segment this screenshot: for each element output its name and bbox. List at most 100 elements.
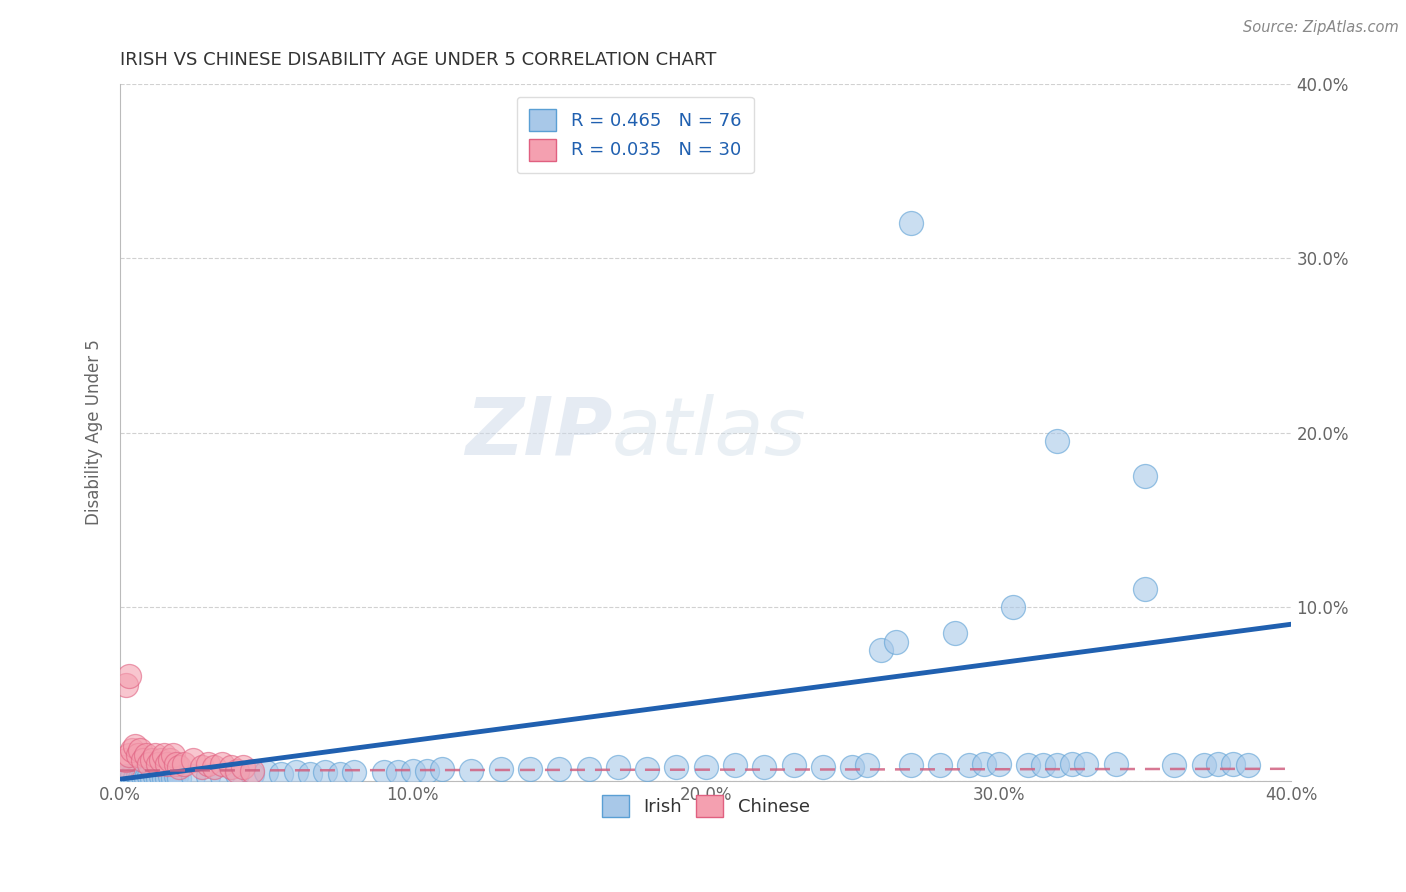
Point [254, 765, 277, 780]
Point [957, 758, 980, 772]
Point [167, 771, 190, 785]
Point [202, 760, 225, 774]
Point [127, 769, 149, 783]
Point [118, 747, 141, 762]
Point [1236, 758, 1258, 772]
Point [197, 769, 219, 783]
Point [149, 769, 172, 783]
Point [156, 771, 179, 785]
Text: Source: ZipAtlas.com: Source: ZipAtlas.com [1243, 20, 1399, 35]
Point [314, 765, 336, 780]
Point [165, 756, 187, 771]
Point [138, 769, 160, 783]
Point [1133, 469, 1156, 483]
Point [240, 767, 263, 781]
Point [219, 760, 242, 774]
Point [162, 747, 184, 762]
Point [1163, 758, 1185, 772]
Point [402, 764, 425, 778]
Point [111, 760, 134, 774]
Point [782, 758, 804, 772]
Point [153, 747, 176, 762]
Point [1017, 758, 1039, 772]
Point [387, 765, 409, 780]
Point [173, 756, 195, 771]
Point [270, 767, 292, 781]
Point [121, 769, 143, 783]
Point [232, 760, 254, 774]
Point [1192, 758, 1215, 772]
Point [1031, 758, 1053, 772]
Point [841, 760, 863, 774]
Point [695, 760, 717, 774]
Point [900, 217, 922, 231]
Point [1046, 758, 1069, 772]
Point [430, 762, 453, 776]
Point [121, 742, 143, 756]
Point [118, 771, 141, 785]
Point [226, 764, 249, 778]
Point [141, 771, 163, 785]
Point [129, 742, 152, 756]
Point [135, 771, 157, 785]
Point [929, 758, 952, 772]
Point [181, 753, 204, 767]
Point [146, 756, 169, 771]
Y-axis label: Disability Age Under 5: Disability Age Under 5 [86, 340, 103, 525]
Point [143, 747, 166, 762]
Point [159, 753, 181, 767]
Text: ZIP: ZIP [464, 393, 612, 472]
Point [149, 753, 172, 767]
Point [299, 767, 322, 781]
Point [900, 758, 922, 772]
Point [884, 634, 907, 648]
Point [118, 669, 141, 683]
Point [141, 753, 163, 767]
Point [329, 767, 352, 781]
Point [987, 756, 1010, 771]
Point [284, 765, 307, 780]
Point [181, 769, 204, 783]
Point [1222, 756, 1244, 771]
Point [724, 758, 747, 772]
Point [973, 756, 995, 771]
Point [165, 769, 187, 783]
Point [138, 756, 160, 771]
Point [1060, 756, 1083, 771]
Point [159, 769, 181, 783]
Point [489, 762, 512, 776]
Point [132, 753, 155, 767]
Point [114, 753, 136, 767]
Point [211, 756, 233, 771]
Point [114, 769, 136, 783]
Point [162, 771, 184, 785]
Point [129, 771, 152, 785]
Point [460, 764, 482, 778]
Point [1076, 756, 1098, 771]
Point [111, 771, 134, 785]
Point [855, 758, 877, 772]
Point [124, 771, 146, 785]
Point [135, 747, 157, 762]
Point [373, 765, 395, 780]
Point [143, 769, 166, 783]
Point [167, 760, 190, 774]
Point [124, 739, 146, 753]
Point [191, 760, 214, 774]
Point [343, 765, 366, 780]
Point [211, 769, 233, 783]
Point [132, 769, 155, 783]
Point [1046, 434, 1069, 449]
Point [519, 762, 541, 776]
Point [1002, 599, 1025, 614]
Text: atlas: atlas [612, 393, 807, 472]
Point [197, 756, 219, 771]
Point [1133, 582, 1156, 597]
Point [127, 747, 149, 762]
Point [156, 756, 179, 771]
Point [606, 760, 628, 774]
Point [1105, 756, 1128, 771]
Point [870, 643, 893, 657]
Point [548, 762, 571, 776]
Point [153, 771, 176, 785]
